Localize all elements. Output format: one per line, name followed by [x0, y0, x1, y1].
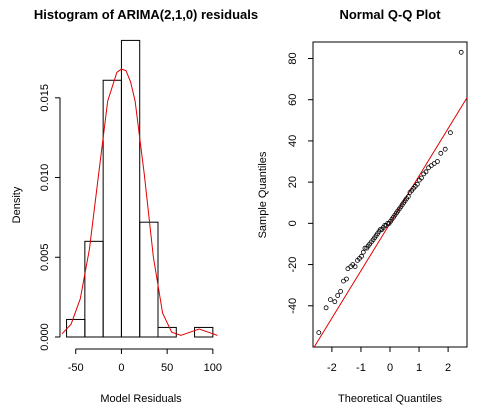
qq-point-60: [442, 146, 448, 152]
histogram-x-tick-label-0: -50: [68, 362, 84, 374]
histogram-bar-0: [66, 318, 86, 338]
histogram-x-label: Model Residuals: [100, 393, 182, 405]
qq-plot-frame: [312, 41, 468, 348]
qq-y-tick-label-4: 40: [287, 135, 299, 147]
qq-x-label: Theoretical Quantiles: [338, 393, 442, 405]
qq-y-tick-label-3: 20: [287, 176, 299, 188]
qq-panel: Normal Q-Q Plot -2 -1 0 1 2 -40-20020406080 …: [257, 7, 468, 405]
histogram-panel: Histogram of ARIMA(2,1,0) residuals -50 0…: [11, 7, 258, 405]
histogram-bar-3: [120, 39, 141, 338]
histogram-x-tick-label-3: 100: [204, 362, 222, 374]
qq-point-62: [458, 49, 464, 55]
qq-y-tick-label-1: -20: [287, 257, 299, 273]
qq-point-50: [414, 181, 420, 187]
histogram-x-tick-label-2: 50: [161, 362, 173, 374]
qq-x-tick-label-4: 2: [445, 362, 451, 374]
qq-point-4: [335, 293, 341, 298]
histogram-x-axis: -50 0 50 100: [68, 348, 222, 374]
histogram-y-label: Density: [11, 186, 23, 223]
qq-point-2: [327, 297, 333, 303]
qq-point-16: [362, 245, 368, 251]
qq-y-tick-label-5: 60: [287, 94, 299, 106]
qq-point-61: [447, 130, 453, 136]
qq-point-14: [359, 253, 364, 259]
qq-x-tick-label-0: -2: [327, 362, 337, 374]
histogram-y-tick-label-0: 0.000: [39, 323, 51, 351]
qq-point-45: [405, 194, 411, 200]
qq-point-58: [434, 159, 440, 164]
histogram-bar-5: [157, 326, 177, 338]
qq-point-5: [338, 288, 344, 294]
qq-y-tick-label-2: 0: [287, 220, 299, 226]
histogram-bar-4: [139, 221, 159, 338]
histogram-y-tick-label-1: 0.005: [39, 244, 51, 272]
qq-x-tick-label-2: 0: [387, 362, 393, 374]
qq-points: [316, 49, 464, 336]
histogram-y-tick-label-3: 0.015: [39, 84, 51, 112]
qq-point-1: [323, 305, 329, 311]
histogram-y-tick-label-2: 0.010: [39, 164, 51, 192]
qq-x-axis: -2 -1 0 1 2: [327, 347, 451, 374]
histogram-y-axis: 0.000 0.005 0.010 0.015: [39, 84, 61, 351]
histogram-bar-1: [84, 240, 104, 338]
qq-title: Normal Q-Q Plot: [339, 7, 441, 22]
histogram-bar-7: [194, 326, 214, 338]
qq-point-0: [316, 330, 322, 336]
density-curve: [61, 68, 218, 336]
qq-y-label: Sample Quantiles: [257, 151, 269, 238]
qq-point-3: [332, 299, 338, 305]
qq-point-52: [418, 175, 424, 181]
qq-point-11: [352, 264, 358, 270]
qq-y-axis: -40 -20 0 20 40 60 80: [287, 52, 313, 314]
qq-y-tick-label-6: 80: [287, 52, 299, 64]
qq-x-tick-label-3: 1: [416, 362, 422, 374]
qq-point-7: [343, 276, 349, 282]
qq-point-55: [426, 165, 432, 171]
qq-point-54: [423, 169, 429, 175]
histogram-x-tick-label-1: 0: [118, 362, 124, 374]
qq-point-59: [438, 150, 444, 156]
histogram-bars: [66, 39, 214, 338]
qq-point-57: [431, 161, 437, 167]
qq-point-15: [360, 249, 366, 255]
qq-x-tick-label-1: -1: [356, 362, 366, 374]
qq-y-tick-label-0: -40: [287, 298, 299, 314]
histogram-title: Histogram of ARIMA(2,1,0) residuals: [34, 7, 258, 22]
